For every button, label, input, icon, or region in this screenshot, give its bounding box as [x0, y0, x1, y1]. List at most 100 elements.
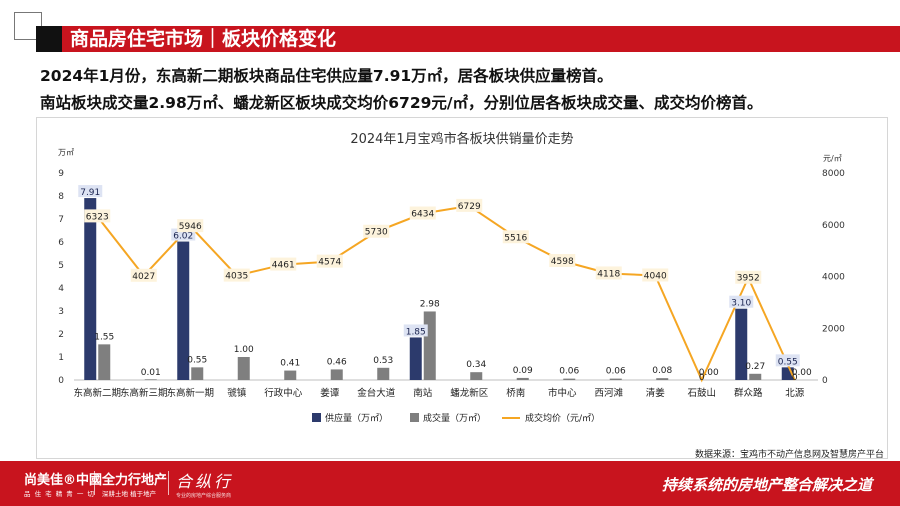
- footer-logo3-tagline: 专业的房地产综合服务商: [176, 493, 232, 499]
- volume-bar: [98, 344, 111, 380]
- y-right-tick-label: 6000: [822, 221, 845, 231]
- y-left-unit: 万㎡: [58, 148, 74, 157]
- legend-label-volume: 成交量（万㎡）: [423, 412, 486, 424]
- x-tick-label: 清姜: [646, 387, 666, 399]
- price-label-box: [84, 209, 111, 223]
- footer-logo-quanlixing: 全力行地产 深耕土地 植于地产: [102, 469, 167, 498]
- x-tick-label: 北源: [785, 388, 805, 399]
- y-left-tick-label: 3: [58, 307, 64, 317]
- x-tick-label: 姜谭: [320, 387, 340, 399]
- summary-line-2: 南站板块成交量2.98万㎡、蟠龙新区板块成交均价6729元/㎡，分别位居各板块成…: [40, 94, 763, 112]
- price-label-box: [502, 230, 529, 244]
- volume-bar: [749, 373, 762, 380]
- supply-label-box: [775, 354, 800, 367]
- supply-data-label: 6.02: [173, 232, 193, 242]
- price-label-box: [177, 219, 204, 233]
- supply-data-label: 0.55: [778, 357, 798, 367]
- volume-data-label: 1.55: [94, 332, 114, 342]
- footer-slogan: 持续系统的房地产整合解决之道: [661, 476, 872, 494]
- price-data-label: 4598: [551, 257, 574, 267]
- price-label-box: [735, 270, 762, 284]
- supply-label-box: [729, 295, 754, 308]
- volume-data-label: 0.53: [373, 356, 393, 366]
- price-line: [96, 204, 796, 383]
- x-tick-label: 东高新一期: [166, 387, 214, 399]
- price-label-box: [363, 224, 390, 238]
- price-data-label: 5516: [504, 233, 527, 243]
- page-title: 商品房住宅市场｜板块价格变化: [70, 28, 337, 50]
- price-data-label: 5946: [179, 222, 202, 232]
- supply-bar: [177, 241, 190, 380]
- volume-bar: [237, 357, 250, 380]
- x-tick-label: 桥南: [506, 387, 525, 399]
- price-data-label: 4027: [132, 272, 155, 282]
- volume-bar: [144, 379, 157, 380]
- footer-logo1-name: 尚美佳®中國: [24, 473, 103, 488]
- price-data-label: 4574: [318, 258, 341, 268]
- volume-data-label: 1.00: [234, 345, 254, 355]
- y-left-tick-label: 0: [58, 376, 64, 386]
- footer-separator: [94, 471, 95, 495]
- supply-data-label: 3.10: [731, 299, 751, 309]
- y-right-tick-label: 0: [822, 376, 828, 386]
- corner-decoration: [0, 0, 62, 52]
- volume-bar: [470, 372, 483, 380]
- footer-separator: [168, 471, 169, 495]
- price-data-label: 6323: [86, 212, 109, 222]
- supply-label-box: [78, 185, 103, 198]
- corner-solid-square: [36, 26, 62, 52]
- footer-logo1-tagline: 品 住 宅 精 青 一 切: [24, 490, 95, 498]
- volume-bar: [284, 370, 297, 380]
- volume-data-label: 0.00: [699, 368, 719, 378]
- footer-logo2-name: 全力行地产: [102, 473, 168, 488]
- footer-bar: 尚美佳®中國 品 住 宅 精 青 一 切 全力行地产 深耕土地 植于地产 合纵行…: [0, 461, 900, 506]
- chart-title: 2024年1月宝鸡市各板块供销量价走势: [350, 131, 573, 147]
- price-data-label: 3952: [737, 274, 760, 284]
- x-tick-label: 金台大道: [357, 387, 396, 399]
- price-label-box: [549, 254, 576, 268]
- footer-logo-shangmeijia: 尚美佳®中國 品 住 宅 精 青 一 切: [24, 469, 102, 498]
- volume-data-label: 0.08: [652, 366, 672, 376]
- legend-swatch-supply: [312, 413, 321, 422]
- price-data-label: 4040: [644, 271, 667, 281]
- x-tick-label: 市中心: [548, 387, 577, 399]
- x-tick-label: 西河滩: [594, 387, 623, 399]
- volume-bar: [609, 378, 622, 380]
- volume-data-label: 0.41: [280, 359, 300, 369]
- supply-data-label: 7.91: [80, 188, 100, 198]
- y-left-tick-label: 9: [58, 169, 64, 179]
- supply-bar: [735, 308, 748, 380]
- volume-data-label: 0.55: [187, 355, 207, 365]
- y-left-tick-label: 2: [58, 330, 64, 340]
- x-tick-label: 石鼓山: [687, 387, 716, 399]
- y-left-tick-label: 6: [58, 238, 64, 248]
- price-label-box: [223, 268, 250, 282]
- summary-line-1: 2024年1月份，东高新二期板块商品住宅供应量7.91万㎡，居各板块供应量榜首。: [40, 67, 613, 85]
- volume-data-label: 2.98: [420, 299, 440, 309]
- volume-bar: [423, 311, 436, 380]
- volume-data-label: 0.06: [606, 367, 626, 377]
- volume-bar: [516, 377, 529, 380]
- x-tick-label: 行政中心: [264, 387, 303, 399]
- x-tick-label: 蟠龙新区: [450, 387, 489, 399]
- chart-frame: [36, 117, 888, 459]
- volume-data-label: 0.27: [745, 362, 765, 372]
- volume-bar: [563, 378, 576, 380]
- volume-data-label: 0.34: [466, 360, 486, 370]
- legend-label-price: 成交均价（元/㎡）: [525, 412, 600, 424]
- supply-bar: [84, 198, 97, 380]
- legend-label-supply: 供应量（万㎡）: [325, 412, 388, 424]
- y-left-tick-label: 8: [58, 192, 64, 202]
- volume-bar: [656, 378, 669, 380]
- price-data-label: 5730: [365, 228, 388, 238]
- y-left-tick-label: 4: [58, 284, 64, 294]
- y-right-unit: 元/㎡: [823, 154, 842, 163]
- price-label-box: [316, 254, 343, 268]
- price-label-box: [409, 206, 436, 220]
- x-tick-label: 群众路: [734, 387, 763, 399]
- source-note: 数据来源：宝鸡市不动产信息网及智慧房产平台: [694, 450, 884, 460]
- x-tick-label: 南站: [413, 387, 433, 399]
- legend-swatch-volume: [410, 413, 419, 422]
- y-right-tick-label: 2000: [822, 324, 845, 334]
- price-data-label: 6434: [411, 210, 434, 220]
